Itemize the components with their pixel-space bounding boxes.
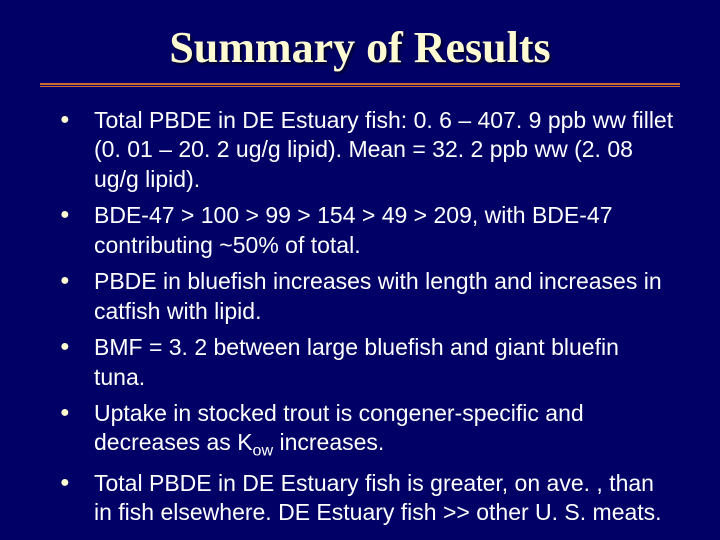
bullet-item: Total PBDE in DE Estuary fish is greater… (60, 469, 674, 528)
bullet-list: Total PBDE in DE Estuary fish: 0. 6 – 40… (60, 106, 674, 527)
slide-title: Summary of Results (0, 0, 720, 79)
title-divider (40, 83, 680, 88)
bullet-item: BMF = 3. 2 between large bluefish and gi… (60, 333, 674, 392)
slide: Summary of Results Total PBDE in DE Estu… (0, 0, 720, 540)
divider-line-top (40, 83, 680, 85)
bullet-item: Uptake in stocked trout is congener-spec… (60, 399, 674, 462)
bullet-item: PBDE in bluefish increases with length a… (60, 267, 674, 326)
slide-body: Total PBDE in DE Estuary fish: 0. 6 – 40… (0, 102, 720, 527)
bullet-item: Total PBDE in DE Estuary fish: 0. 6 – 40… (60, 106, 674, 194)
bullet-item: BDE-47 > 100 > 99 > 154 > 49 > 209, with… (60, 201, 674, 260)
divider-line-bottom (40, 86, 680, 87)
